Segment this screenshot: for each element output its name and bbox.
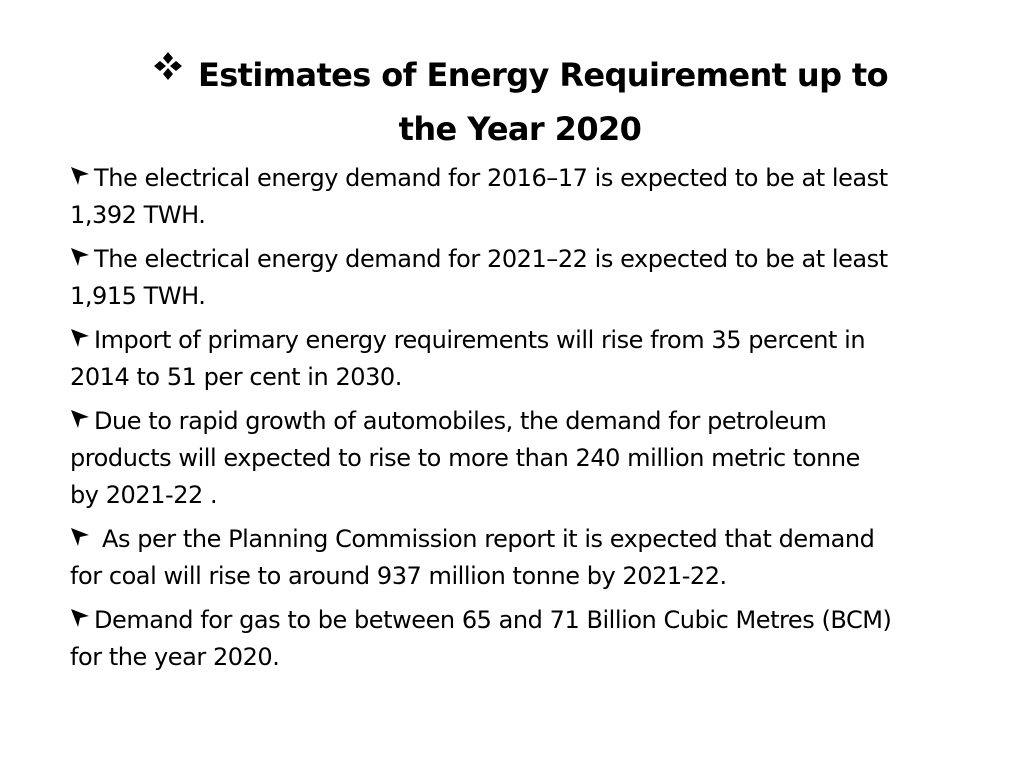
list-item-text: 2014 to 51 per cent in 2030. [70,363,402,391]
list-item-text: Due to rapid growth of automobiles, the … [94,407,827,435]
arrowhead-bullet-icon [70,409,90,429]
title-line-2: the Year 2020 [398,110,642,148]
arrowhead-bullet-icon [70,328,90,348]
list-item-text: for the year 2020. [70,643,280,671]
arrowhead-bullet-icon [70,247,90,267]
list-item-text: 1,915 TWH. [70,282,206,310]
arrowhead-bullet-icon [70,166,90,186]
arrowhead-bullet-icon [70,527,90,547]
list-item: Import of primary energy requirements wi… [70,322,980,396]
list-item: As per the Planning Commission report it… [70,521,980,595]
list-item-text: The electrical energy demand for 2021–22… [94,245,888,273]
list-item-text: Demand for gas to be between 65 and 71 B… [94,606,892,634]
bullet-list: The electrical energy demand for 2016–17… [70,160,980,683]
list-item: Demand for gas to be between 65 and 71 B… [70,602,980,676]
list-item: The electrical energy demand for 2016–17… [70,160,980,234]
list-item: The electrical energy demand for 2021–22… [70,241,980,315]
slide-title: Estimates of Energy Requirement up to th… [100,48,940,156]
list-item-text: by 2021-22 . [70,481,218,509]
list-item-text: for coal will rise to around 937 million… [70,562,727,590]
list-item: Due to rapid growth of automobiles, the … [70,403,980,514]
four-diamond-bullet-icon [152,50,184,82]
arrowhead-bullet-icon [70,608,90,628]
list-item-text: Import of primary energy requirements wi… [94,326,866,354]
list-item-text: The electrical energy demand for 2016–17… [94,164,888,192]
list-item-text: 1,392 TWH. [70,201,206,229]
list-item-text: As per the Planning Commission report it… [102,525,875,553]
list-item-text: products will expected to rise to more t… [70,444,860,472]
title-line-1: Estimates of Energy Requirement up to [197,56,889,94]
